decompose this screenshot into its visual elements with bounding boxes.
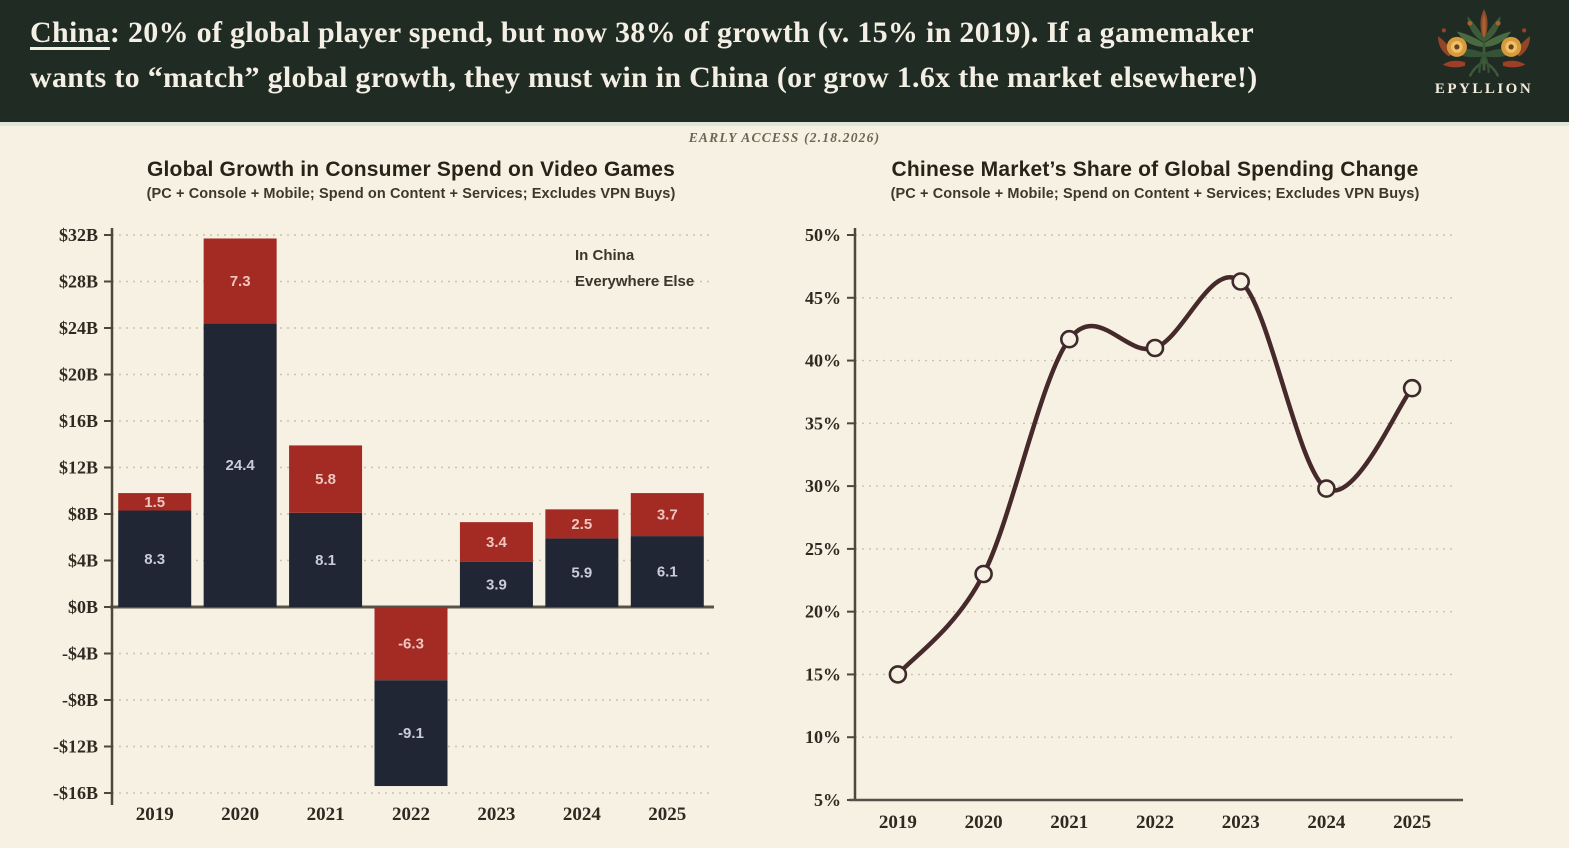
bar-segment [459, 522, 533, 562]
floral-emblem-icon [1437, 9, 1532, 78]
line-chart-subtitle: (PC + Console + Mobile; Spend on Content… [890, 186, 1420, 202]
legend-item-everywhere-else: Everywhere Else [575, 273, 695, 290]
bar-value-label: -6.3 [398, 636, 424, 653]
y-axis-tick-label: 50% [805, 225, 841, 245]
bar-value-label: 24.4 [226, 457, 256, 474]
early-access-note: EARLY ACCESS (2.18.2026) [688, 130, 881, 145]
bar-value-label: 1.5 [144, 494, 165, 511]
bar-segment [630, 536, 704, 607]
y-axis-tick-label: -$4B [62, 644, 98, 664]
x-axis-tick-label: 2025 [1393, 812, 1431, 833]
y-axis-tick-label: -$8B [62, 690, 98, 710]
y-axis-tick-label: $32B [59, 225, 98, 245]
y-axis-tick-label: 35% [805, 413, 841, 433]
y-axis-tick-label: 20% [805, 602, 841, 622]
y-axis-tick-label: -$12B [53, 737, 98, 757]
data-point-marker [1145, 338, 1165, 358]
bar-segment [203, 238, 277, 324]
y-axis-tick-label: 10% [805, 727, 841, 747]
header-banner: China: 20% of global player spend, but n… [0, 0, 1569, 126]
data-point-marker [1060, 329, 1079, 349]
bar-segment [374, 607, 448, 681]
headline-line1: China: 20% of global player spend, but n… [30, 16, 1254, 49]
y-axis-tick-label: 45% [805, 288, 841, 308]
line-chart-heading: Chinese Market’s Share of Global Spendin… [805, 158, 1505, 202]
y-axis-tick-label: 30% [805, 476, 841, 496]
bar-chart-legend: In China Everywhere Else [575, 243, 694, 295]
data-point-marker [974, 564, 993, 584]
line-chart: 50% 45% 40% 35% 30% 25% 20% 15% 10% 5% 2019 2020 202… [805, 225, 1463, 833]
y-axis-tick-label: $0B [68, 597, 98, 617]
bar-segment [289, 512, 363, 607]
y-axis-tick-label: 40% [805, 351, 841, 371]
bar-segment [545, 509, 619, 539]
bar-value-label: 8.3 [144, 551, 165, 568]
data-point-marker [888, 665, 908, 684]
bar-value-label: 5.8 [315, 471, 336, 488]
data-point-marker [1317, 479, 1336, 498]
y-axis-tick-label: $20B [59, 365, 98, 385]
bar-segment [118, 510, 192, 607]
bar-value-label: 2.5 [571, 516, 592, 533]
y-axis-tick-label: 25% [805, 539, 841, 559]
bar-value-label: 8.1 [315, 552, 336, 569]
brand-name: EPYLLION [1434, 81, 1534, 97]
x-axis-tick-label: 2022 [392, 804, 430, 825]
bar-segment [459, 561, 533, 607]
y-axis-tick-label: 15% [805, 664, 841, 684]
y-axis-tick-label: $16B [59, 411, 98, 431]
y-axis-tick-label: -$16B [53, 783, 98, 803]
x-axis-tick-label: 2021 [307, 804, 345, 825]
x-axis-tick-label: 2025 [648, 804, 686, 825]
x-axis-tick-label: 2020 [221, 804, 259, 825]
bar-value-label: 5.9 [571, 565, 592, 582]
bar-chart-subtitle: (PC + Console + Mobile; Spend on Content… [146, 186, 676, 202]
y-axis-tick-label: $4B [68, 551, 98, 571]
y-axis-tick-label: $12B [59, 458, 98, 478]
bar-value-label: -9.1 [398, 725, 424, 742]
legend-item-in-china: In China [575, 247, 635, 264]
bar-value-label: 3.9 [486, 576, 507, 593]
china-underlined: China [30, 16, 110, 49]
bar-chart-title: Global Growth in Consumer Spend on Video… [146, 158, 676, 181]
headline-text: China: 20% of global player spend, but n… [30, 10, 1430, 100]
bar-value-label: 3.4 [486, 534, 508, 551]
bar-segment [630, 493, 704, 537]
data-point-marker [1231, 272, 1250, 291]
bar-segment [289, 445, 363, 513]
data-point-marker [1402, 378, 1422, 398]
bar-value-label: 6.1 [657, 564, 678, 581]
bar-segment [374, 680, 448, 787]
bar-chart: $32B $28B $24B $20B $16B $12B $8B $4B $0B -$4B -$8… [53, 225, 714, 825]
bar-chart-heading: Global Growth in Consumer Spend on Video… [61, 158, 761, 202]
x-axis-tick-label: 2021 [1050, 812, 1088, 833]
bar-segment [203, 323, 277, 607]
y-axis-tick-label: $8B [68, 504, 98, 524]
x-axis-tick-label: 2019 [136, 804, 174, 825]
bar-segment [118, 493, 192, 511]
x-axis-tick-label: 2020 [965, 812, 1003, 833]
x-axis-tick-label: 2023 [477, 804, 515, 825]
brand-block: EPYLLION [1409, 2, 1559, 98]
x-axis-tick-label: 2023 [1222, 812, 1260, 833]
bar-value-label: 7.3 [230, 273, 251, 290]
bar-segment [545, 538, 619, 607]
bar-value-label: 3.7 [657, 507, 678, 524]
y-axis-tick-label: $24B [59, 318, 98, 338]
x-axis-tick-label: 2022 [1136, 812, 1174, 833]
x-axis-tick-label: 2024 [1307, 812, 1346, 833]
line-chart-title: Chinese Market’s Share of Global Spendin… [891, 158, 1419, 181]
headline-line2: wants to “match” global growth, they mus… [30, 61, 1258, 94]
x-axis-tick-label: 2019 [879, 812, 917, 833]
y-axis-tick-label: $28B [59, 272, 98, 292]
y-axis-tick-label: 5% [814, 790, 841, 810]
x-axis-tick-label: 2024 [563, 804, 602, 825]
trend-line [895, 275, 1415, 677]
